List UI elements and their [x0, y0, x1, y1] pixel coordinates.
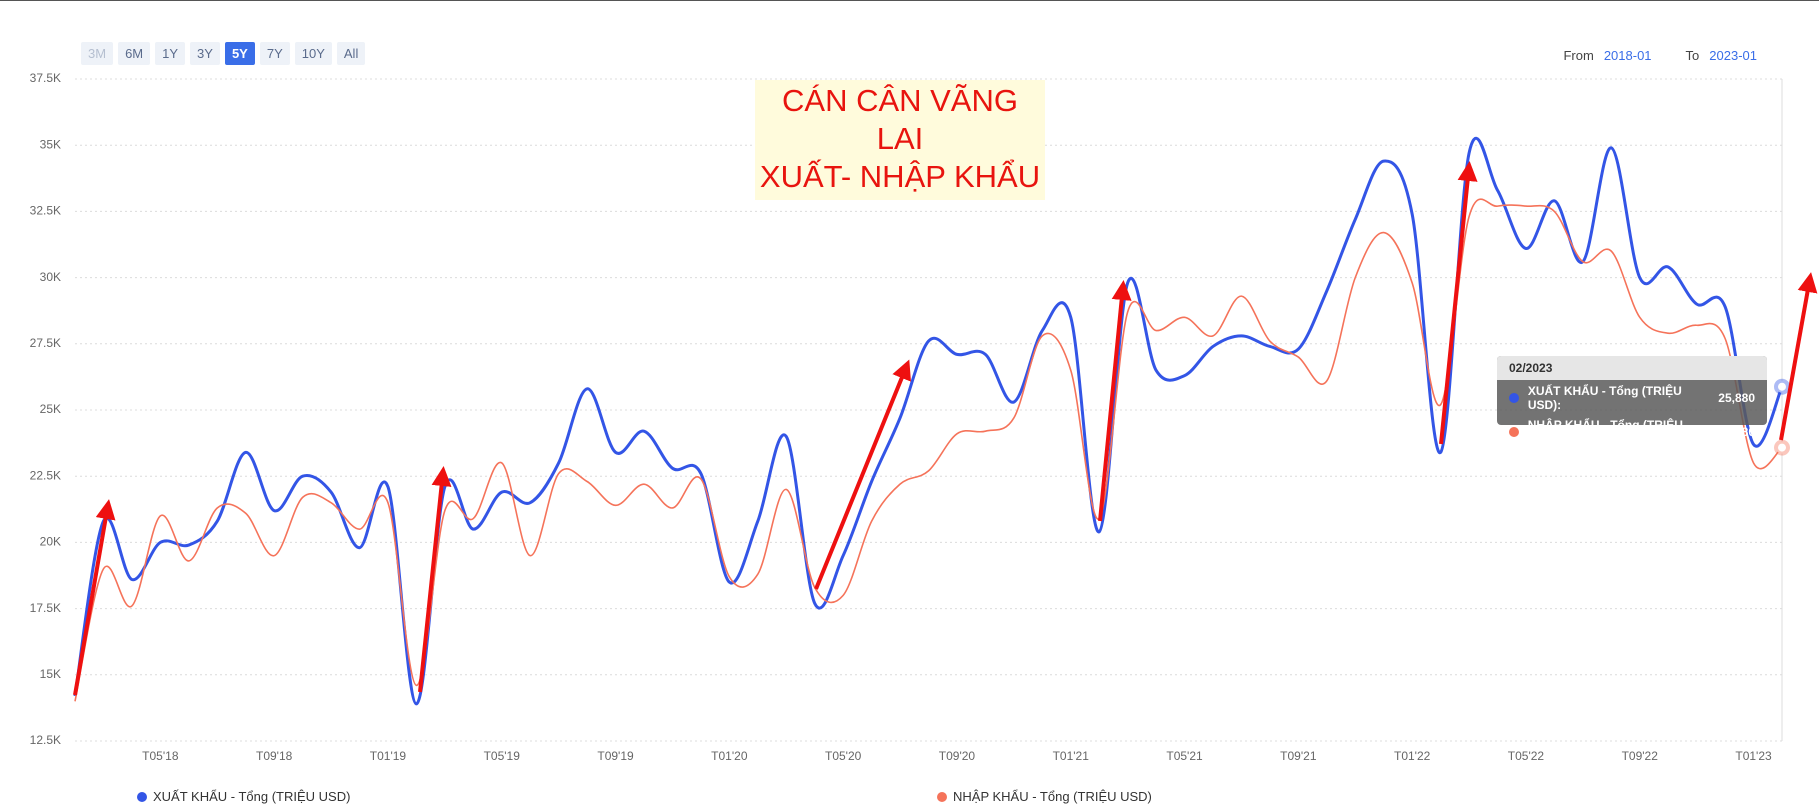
tooltip-value: 23,580 [1718, 425, 1755, 439]
x-tick-label: T01'21 [1053, 749, 1090, 763]
hover-point [1774, 378, 1790, 395]
range-button[interactable]: 10Y [294, 42, 332, 65]
border [0, 0, 1819, 1]
from-date[interactable]: 2018-01 [1603, 48, 1652, 63]
arrow [1439, 161, 1478, 445]
hover-point [1774, 439, 1790, 456]
legend-item[interactable]: NHẬP KHẨU - Tổng (TRIỆU USD) [937, 789, 1152, 804]
tooltip-row: XUẤT KHẨU - Tổng (TRIỆU USD)25,880 [1497, 380, 1767, 414]
range-button[interactable]: 6M [118, 42, 151, 65]
tooltip-title: 02/2023 [1497, 356, 1767, 380]
x-tick-label: T09'19 [597, 749, 634, 763]
x-tick-label: T01'20 [711, 749, 748, 763]
range-button[interactable]: 3Y [190, 42, 220, 65]
to-label: To [1685, 48, 1700, 63]
y-tick-label: 15K [40, 667, 61, 681]
plot: 12.5K 15K 17.5K 20K 22.5K 25K 27.5K 30K 32.5K 35K… [30, 71, 1790, 763]
x-tick-label: T01'23 [1735, 749, 1772, 763]
y-tick-label: 30K [40, 270, 61, 284]
legend-item[interactable]: XUẤT KHẨU - Tổng (TRIỆU USD) [137, 789, 350, 804]
series-line [73, 136, 1784, 706]
y-tick-label: 27.5K [30, 336, 61, 350]
annotation: CÁN CÂN VÃNG LAI XUẤT- NHẬP KHẨU [755, 80, 1045, 200]
x-tick-label: T09'22 [1622, 749, 1659, 763]
y-tick-label: 20K [40, 535, 61, 549]
x-tick-label: T01'19 [370, 749, 407, 763]
arrow [418, 466, 452, 693]
annotation-line: XUẤT- NHẬP KHẨU [759, 159, 1041, 194]
legend-dot [137, 791, 147, 802]
range-button[interactable]: 3M [81, 42, 114, 65]
arrow [1098, 280, 1132, 522]
arrow [73, 499, 116, 696]
date-range: From 2018-01 To 2023-01 [1563, 48, 1757, 63]
range-button[interactable]: 1Y [155, 42, 186, 65]
x-tick-label: T05'21 [1166, 749, 1203, 763]
from-label: From [1563, 48, 1594, 63]
tooltip-dot [1509, 427, 1519, 437]
arrow [1779, 272, 1818, 441]
to-date[interactable]: 2023-01 [1709, 48, 1757, 63]
range-buttons: 3M 6M 1Y 3Y 5Y 7Y 10Y All [81, 42, 366, 65]
tooltip-dot [1509, 393, 1519, 403]
legend-label: NHẬP KHẨU - Tổng (TRIỆU USD) [953, 789, 1152, 804]
x-tick-label: T09'18 [256, 749, 293, 763]
x-tick-label: T05'20 [825, 749, 862, 763]
y-tick-label: 37.5K [30, 71, 61, 85]
y-tick-label: 35K [40, 137, 61, 151]
legend-dot [937, 791, 947, 802]
x-tick-label: T09'20 [939, 749, 976, 763]
tooltip-value: 25,880 [1718, 391, 1755, 405]
legend-label: XUẤT KHẨU - Tổng (TRIỆU USD) [153, 789, 351, 804]
x-tick-label: T05'19 [484, 749, 521, 763]
tooltip: 02/2023 XUẤT KHẨU - Tổng (TRIỆU USD)25,8… [1497, 356, 1767, 446]
x-tick-label: T05'18 [142, 749, 179, 763]
y-tick-label: 25K [40, 402, 61, 416]
range-button[interactable]: 5Y [224, 42, 255, 65]
tooltip-name: XUẤT KHẨU - Tổng (TRIỆU USD) [1528, 384, 1718, 412]
y-tick-label: 32.5K [30, 204, 61, 218]
range-button[interactable]: All [336, 42, 366, 65]
y-tick-label: 12.5K [30, 733, 61, 747]
range-button[interactable]: 7Y [259, 42, 290, 65]
x-tick-label: T05'22 [1508, 749, 1545, 763]
series-line [74, 198, 1783, 702]
y-tick-label: 17.5K [30, 601, 61, 615]
tooltip-name: NHẬP KHẨU - Tổng (TRIỆU USD) [1528, 418, 1719, 446]
arrow [814, 359, 911, 590]
x-tick-label: T01'22 [1394, 749, 1431, 763]
x-tick-label: T09'21 [1280, 749, 1317, 763]
tooltip-row: NHẬP KHẨU - Tổng (TRIỆU USD)23,580 [1497, 414, 1767, 448]
arrows [73, 161, 1818, 696]
y-tick-label: 22.5K [30, 468, 61, 482]
annotation-line: CÁN CÂN VÃNG LAI [782, 83, 1018, 156]
